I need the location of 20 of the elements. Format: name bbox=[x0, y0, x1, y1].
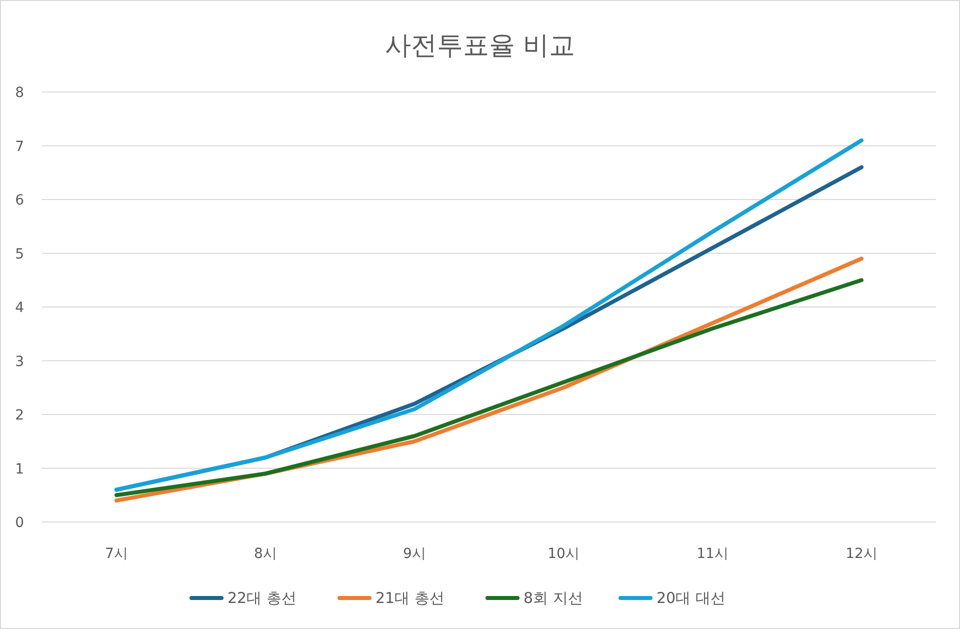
y-tick-label: 0 bbox=[15, 515, 24, 531]
y-tick-label: 1 bbox=[15, 461, 24, 478]
title: 사전투표율 비교 bbox=[384, 31, 576, 61]
y-tick-label: 2 bbox=[15, 408, 24, 424]
y-tick-label: 5 bbox=[15, 246, 24, 262]
y-tick-label: 7 bbox=[15, 138, 24, 155]
x-tick-label: 8시 bbox=[254, 546, 277, 562]
legend-label: 22대 총선 bbox=[228, 589, 296, 607]
y-tick-label: 8 bbox=[15, 85, 24, 101]
legend-label: 21대 총선 bbox=[376, 589, 444, 607]
x-tick-label: 9시 bbox=[403, 546, 426, 562]
x-tick-label: 12시 bbox=[846, 546, 878, 562]
y-tick-label: 6 bbox=[15, 192, 24, 208]
x-tick-label: 10시 bbox=[548, 546, 580, 562]
legend-label: 20대 대선 bbox=[656, 589, 726, 607]
x-tick-label: 7시 bbox=[105, 546, 128, 562]
y-tick-label: 3 bbox=[15, 354, 24, 370]
legend-label: 8회 지선 bbox=[524, 589, 583, 607]
y-tick-label: 4 bbox=[15, 300, 24, 316]
x-tick-label: 11시 bbox=[696, 546, 728, 562]
